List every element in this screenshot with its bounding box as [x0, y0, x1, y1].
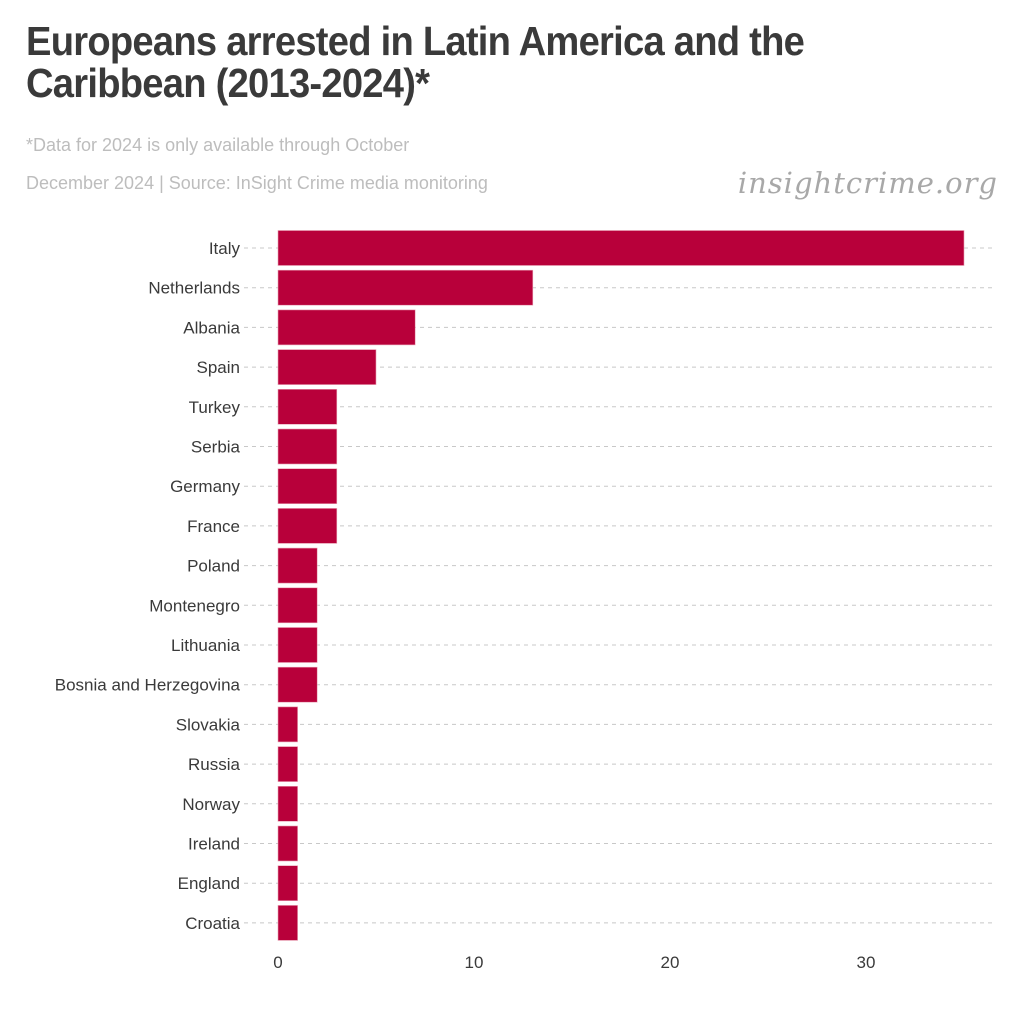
gridlines	[244, 247, 996, 924]
bar-albania	[277, 309, 416, 346]
bars	[277, 230, 965, 941]
bar-turkey	[277, 388, 338, 425]
bar-spain	[277, 349, 377, 385]
category-label: Netherlands	[148, 279, 240, 298]
chart-title: Europeans arrested in Latin America and …	[26, 18, 805, 106]
category-label: Croatia	[185, 914, 240, 933]
x-tick-label: 20	[661, 953, 680, 972]
category-label: Russia	[188, 755, 241, 774]
category-labels: Italy Netherlands Albania Spain Turkey Serbia…	[55, 239, 241, 933]
x-tick-label: 30	[857, 953, 876, 972]
x-axis-ticks: 0 10 20 30	[273, 953, 875, 972]
bar-serbia	[277, 428, 338, 465]
category-label: Montenegro	[149, 596, 240, 615]
x-tick-label: 0	[273, 953, 282, 972]
category-label: Ireland	[188, 835, 240, 854]
data-note: *Data for 2024 is only available through…	[26, 135, 410, 155]
bar-poland	[277, 547, 318, 584]
source-line: December 2024 | Source: InSight Crime me…	[26, 173, 488, 193]
category-label: Albania	[183, 318, 240, 337]
bar-netherlands	[277, 269, 534, 306]
bar-lithuania	[277, 627, 318, 663]
category-label: France	[187, 517, 240, 536]
bar-russia	[277, 746, 298, 782]
bar-norway	[277, 785, 298, 822]
category-label: Serbia	[191, 438, 241, 457]
bar-germany	[277, 468, 338, 505]
bar-bosnia-and-herzegovina	[277, 666, 318, 703]
bar-croatia	[277, 905, 298, 941]
bar-ireland	[277, 825, 298, 862]
category-label: England	[178, 874, 240, 893]
bar-italy	[277, 230, 965, 266]
bar-slovakia	[277, 706, 298, 743]
category-label: Slovakia	[176, 715, 241, 734]
category-label: Turkey	[189, 398, 241, 417]
category-label: Norway	[182, 795, 240, 814]
category-label: Germany	[170, 477, 240, 496]
category-label: Spain	[197, 358, 240, 377]
brand-logo: insightcrime.org	[737, 166, 998, 200]
category-label: Bosnia and Herzegovina	[55, 676, 241, 695]
x-tick-label: 10	[465, 953, 484, 972]
category-label: Lithuania	[171, 636, 241, 655]
bar-england	[277, 865, 298, 902]
category-label: Poland	[187, 557, 240, 576]
bar-montenegro	[277, 587, 318, 624]
category-label: Italy	[209, 239, 241, 258]
bar-france	[277, 508, 338, 544]
